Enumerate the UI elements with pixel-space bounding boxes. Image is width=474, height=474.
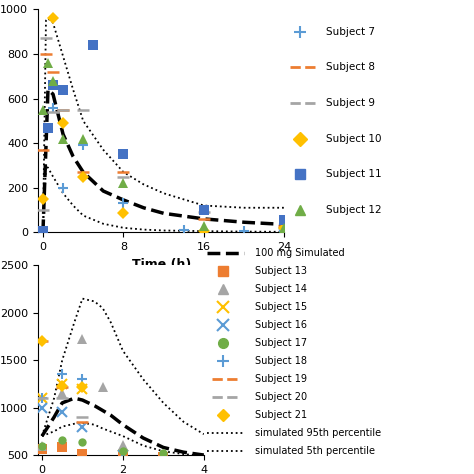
Text: Subject 13: Subject 13	[255, 266, 307, 276]
Text: Subject 8: Subject 8	[326, 63, 375, 73]
Text: Subject 17: Subject 17	[255, 338, 307, 348]
X-axis label: Time (h): Time (h)	[131, 257, 191, 271]
Text: Subject 18: Subject 18	[255, 356, 307, 366]
Text: Subject 11: Subject 11	[326, 169, 382, 179]
Text: Subject 12: Subject 12	[326, 205, 382, 215]
Text: simulated 5th percentile: simulated 5th percentile	[255, 446, 375, 456]
Text: Subject 16: Subject 16	[255, 320, 307, 330]
Text: Subject 19: Subject 19	[255, 374, 307, 384]
Text: Subject 10: Subject 10	[326, 134, 382, 144]
Text: Subject 14: Subject 14	[255, 284, 307, 294]
Text: Subject 9: Subject 9	[326, 98, 375, 108]
Text: Subject 20: Subject 20	[255, 392, 307, 402]
Text: Subject 7: Subject 7	[326, 27, 375, 37]
Text: simulated 95th percentile: simulated 95th percentile	[255, 428, 381, 438]
Text: Subject 15: Subject 15	[255, 302, 307, 312]
Text: Subject 21: Subject 21	[255, 410, 307, 420]
Text: 100 mg Simulated: 100 mg Simulated	[255, 248, 345, 258]
